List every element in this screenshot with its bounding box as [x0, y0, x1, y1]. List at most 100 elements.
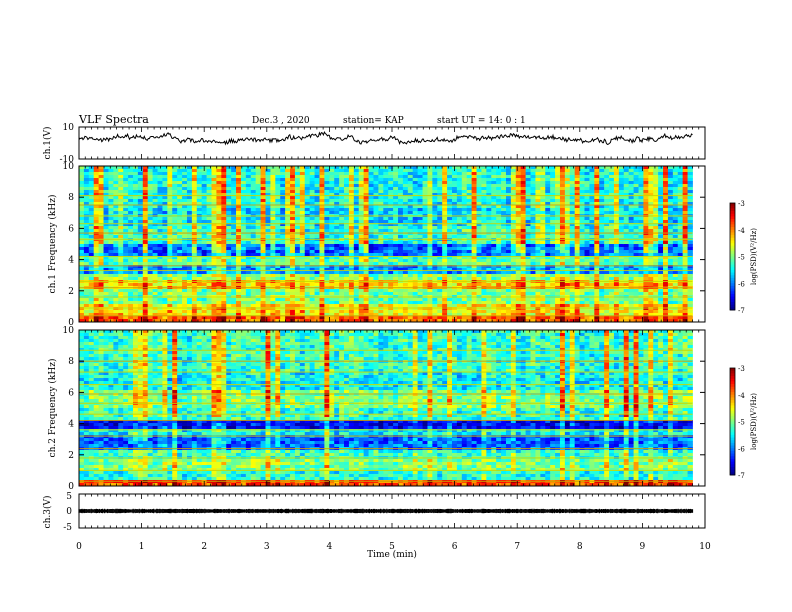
spectrogram-cell: [476, 289, 482, 293]
spectrogram-cell: [319, 169, 325, 173]
spectrogram-cell: [334, 223, 340, 227]
spectrogram-cell: [314, 256, 320, 260]
spectrogram-cell: [319, 172, 325, 176]
spectrogram-cell: [304, 181, 311, 185]
spectrogram-cell: [152, 184, 158, 188]
spectrogram-cell: [206, 310, 212, 314]
spectrogram-cell: [167, 181, 173, 185]
spectrogram-cell: [535, 310, 541, 314]
spectrogram-cell: [132, 292, 139, 296]
spectrogram-cell: [152, 199, 158, 203]
spectrogram-cell: [270, 250, 276, 254]
spectrogram-cell: [304, 208, 311, 212]
spectrogram-cell: [471, 256, 477, 260]
spectrogram-cell: [515, 241, 522, 245]
spectrogram-cell: [535, 301, 541, 305]
spectrogram-cell: [162, 190, 168, 194]
spectrogram-cell: [201, 313, 208, 317]
spectrogram-cell: [358, 316, 365, 320]
spectrogram-cell: [113, 250, 119, 254]
spectrogram-cell: [319, 277, 325, 281]
spectrogram-cell: [383, 250, 389, 254]
spectrogram-cell: [201, 229, 208, 233]
spectrogram-cell: [471, 319, 477, 323]
spectrogram-cell: [466, 271, 473, 275]
spectrogram-cell: [216, 208, 222, 212]
spectrogram-cell: [422, 169, 428, 173]
spectrogram-cell: [373, 274, 379, 278]
spectrogram-cell: [191, 202, 198, 206]
spectrogram-cell: [407, 250, 414, 254]
spectrogram-cell: [353, 211, 360, 215]
spectrogram-cell: [240, 178, 247, 182]
spectrogram-cell: [535, 289, 541, 293]
spectrogram-cell: [191, 181, 198, 185]
spectrogram-cell: [412, 220, 419, 224]
spectrogram-cell: [422, 202, 428, 206]
spectrogram-cell: [437, 250, 443, 254]
spectrogram-cell: [88, 271, 95, 275]
spectrogram-cell: [231, 262, 237, 266]
spectrogram-cell: [452, 217, 458, 221]
spectrogram-cell: [137, 193, 144, 197]
spectrogram-cell: [265, 271, 271, 275]
spectrogram-cell: [545, 193, 551, 197]
spectrogram-cell: [142, 229, 149, 233]
spectrogram-cell: [491, 211, 497, 215]
spectrogram-cell: [250, 277, 257, 281]
spectrogram-cell: [510, 319, 517, 323]
spectrogram-cell: [79, 241, 85, 245]
spectrogram-cell: [240, 223, 247, 227]
spectrogram-cell: [348, 271, 355, 275]
spectrogram-cell: [530, 316, 536, 320]
spectrogram-cell: [275, 178, 281, 182]
spectrogram-cell: [162, 205, 168, 209]
spectrogram-cell: [123, 178, 129, 182]
spectrogram-cell: [486, 211, 492, 215]
spectrogram-cell: [476, 205, 482, 209]
spectrogram-cell: [456, 223, 463, 227]
spectrogram-cell: [309, 253, 315, 257]
spectrogram-cell: [324, 190, 330, 194]
spectrogram-cell: [520, 241, 527, 245]
spectrogram-cell: [344, 253, 350, 257]
spectrogram-cell: [398, 226, 404, 230]
spectrogram-cell: [525, 271, 531, 275]
spectrogram-cell: [388, 298, 394, 302]
spectrogram-cell: [491, 217, 497, 221]
spectrogram-cell: [113, 277, 119, 281]
spectrogram-cell: [501, 187, 507, 191]
spectrogram-cell: [383, 283, 389, 287]
spectrogram-cell: [398, 220, 404, 224]
spectrogram-cell: [250, 172, 257, 176]
spectrogram-cell: [388, 184, 394, 188]
spectrogram-cell: [344, 277, 350, 281]
spectrogram-cell: [167, 193, 173, 197]
spectrogram-cell: [83, 283, 90, 287]
spectrogram-cell: [501, 304, 507, 308]
spectrogram-cell: [510, 181, 517, 185]
spectrogram-cell: [358, 253, 365, 257]
spectrogram-cell: [393, 292, 399, 296]
spectrogram-cell: [216, 292, 222, 296]
spectrogram-cell: [167, 202, 173, 206]
spectrogram-cell: [255, 262, 261, 266]
spectrogram-cell: [113, 319, 119, 323]
spectrogram-cell: [398, 169, 404, 173]
spectrogram-cell: [510, 175, 517, 179]
spectrogram-cell: [481, 289, 487, 293]
spectrogram-cell: [211, 193, 217, 197]
spectrogram-cell: [226, 181, 232, 185]
spectrogram-cell: [270, 307, 276, 311]
spectrogram-cell: [456, 253, 463, 257]
spectrogram-cell: [535, 202, 541, 206]
spectrogram-cell: [383, 289, 389, 293]
spectrogram-cell: [452, 184, 458, 188]
spectrogram-cell: [407, 229, 414, 233]
spectrogram-cell: [496, 244, 502, 248]
spectrogram-cell: [211, 220, 217, 224]
spectrogram-cell: [132, 220, 139, 224]
spectrogram-cell: [123, 226, 129, 230]
spectrogram-cell: [290, 172, 296, 176]
spectrogram-cell: [314, 211, 320, 215]
